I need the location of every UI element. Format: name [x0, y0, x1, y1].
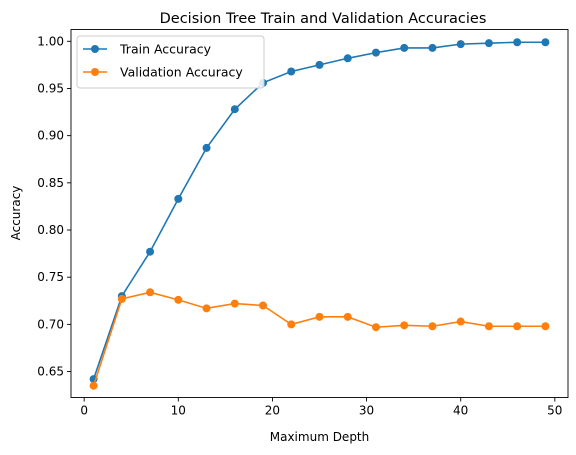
series-layer — [89, 38, 550, 390]
y-tick-label: 0.65 — [37, 365, 64, 379]
data-point — [146, 288, 155, 297]
series-train — [89, 38, 550, 384]
data-point — [343, 54, 352, 63]
data-point — [513, 322, 522, 331]
y-tick-label: 0.90 — [37, 129, 64, 143]
chart-title: Decision Tree Train and Validation Accur… — [160, 11, 487, 27]
x-axis-ticks: 0 10 20 30 40 50 — [80, 397, 562, 418]
data-point — [89, 381, 98, 390]
data-point — [456, 317, 465, 326]
y-axis-label: Accuracy — [9, 186, 23, 241]
data-point — [315, 60, 324, 69]
data-point — [174, 295, 183, 304]
legend-frame — [76, 35, 265, 89]
x-tick-label: 10 — [171, 404, 186, 418]
data-point — [371, 48, 380, 57]
data-point — [287, 320, 296, 329]
x-tick-label: 0 — [80, 404, 88, 418]
data-point — [287, 67, 296, 76]
series-line — [92, 291, 546, 386]
y-tick-label: 0.70 — [37, 317, 64, 331]
data-point — [146, 247, 155, 256]
data-point — [484, 322, 493, 331]
data-point — [371, 323, 380, 332]
data-point — [400, 321, 409, 330]
data-point — [541, 38, 550, 47]
data-point — [174, 194, 183, 203]
data-point — [456, 40, 465, 49]
plot-frame — [70, 29, 569, 398]
data-point — [230, 105, 239, 114]
data-point — [541, 322, 550, 331]
series-line — [92, 41, 546, 380]
legend: Train Accuracy Validation Accuracy — [76, 35, 265, 89]
series-validation — [89, 288, 550, 390]
data-point — [428, 43, 437, 52]
x-tick-label: 50 — [547, 404, 562, 418]
legend-item: Train Accuracy — [83, 42, 212, 57]
data-point — [230, 299, 239, 308]
data-point — [428, 322, 437, 331]
legend-marker-swatch — [91, 68, 99, 76]
x-tick-label: 20 — [265, 404, 280, 418]
y-tick-label: 1.00 — [37, 34, 64, 48]
data-point — [400, 43, 409, 52]
legend-items: Train Accuracy Validation Accuracy — [83, 42, 243, 80]
data-point — [117, 294, 126, 303]
legend-marker-swatch — [91, 45, 99, 53]
data-point — [343, 312, 352, 321]
x-axis-label: Maximum Depth — [270, 430, 370, 444]
legend-label: Validation Accuracy — [120, 65, 243, 80]
legend-label: Train Accuracy — [119, 42, 212, 57]
y-tick-label: 0.80 — [37, 223, 64, 237]
data-point — [202, 143, 211, 152]
x-tick-label: 40 — [453, 404, 468, 418]
y-tick-label: 0.75 — [37, 270, 64, 284]
data-point — [315, 312, 324, 321]
y-tick-label: 0.95 — [37, 81, 64, 95]
y-axis-ticks: 0.65 0.70 0.75 0.80 0.85 0.90 0.95 1.00 — [37, 34, 71, 379]
data-point — [202, 304, 211, 313]
y-tick-label: 0.85 — [37, 176, 64, 190]
data-point — [513, 38, 522, 47]
legend-item: Validation Accuracy — [83, 65, 243, 80]
data-point — [259, 301, 268, 310]
x-tick-label: 30 — [359, 404, 374, 418]
data-point — [484, 39, 493, 48]
